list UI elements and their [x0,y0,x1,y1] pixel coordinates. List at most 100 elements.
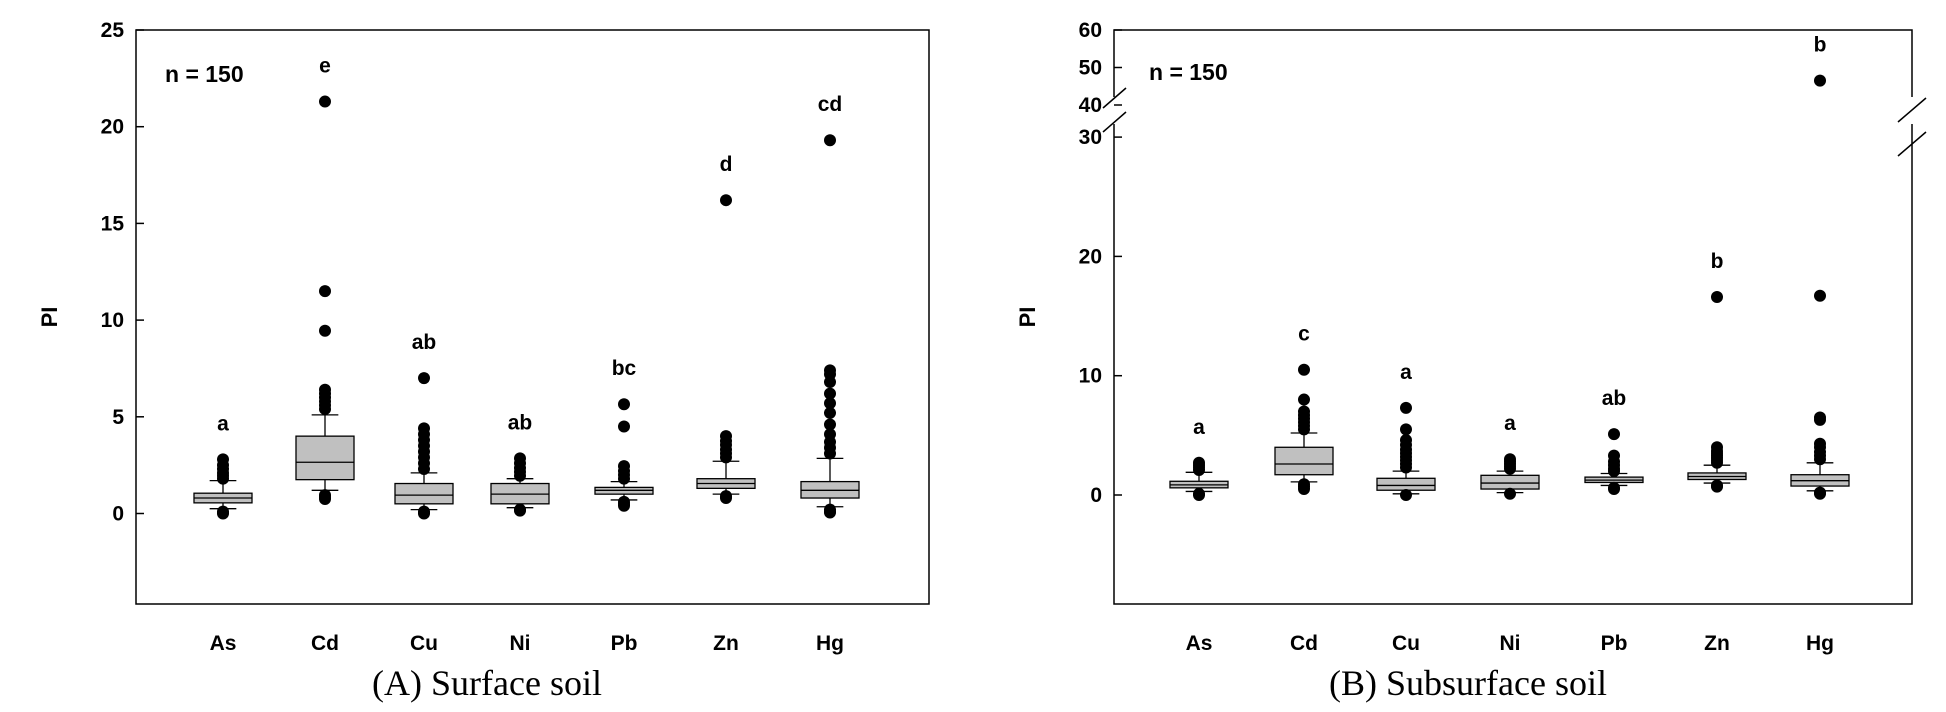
outlier-point [618,460,630,473]
panel-a-caption: (A) Surface soil [372,663,602,703]
panel-b-plot-frame [1113,29,1913,605]
panel-a-x-tick-label: Zn [713,632,739,655]
outlier-point [1400,401,1412,414]
outlier-point [418,372,430,385]
panel-b-y-tick-label: 40 [1079,94,1102,117]
panel-b-left-break-mark-upper [1102,87,1127,109]
outlier-point [1298,363,1310,376]
outlier-point [824,134,836,147]
significance-letter: b [1814,34,1827,57]
panel-b-subsurface-soil: n = 150 PI (B) Subsurface soil 0 10 20 30 40… [1015,19,1928,703]
panel-b-box-pb: ab [1584,387,1644,496]
outlier-point [1814,289,1826,302]
panel-a-y-tick-label: 15 [101,212,125,235]
panel-b-x-tick-label: Pb [1601,632,1628,655]
panel-a-box-cu: ab [394,331,454,520]
panel-b-sample-size: n = 150 [1149,59,1228,85]
panel-a-box-pb: bc [594,357,654,512]
outlier-point [514,452,526,465]
panel-b-box-as: a [1169,416,1229,501]
panel-a-box-as: a [193,412,253,520]
panel-a-y-tick-label: 20 [101,116,124,139]
outlier-point [217,453,229,466]
outlier-point [1400,434,1412,447]
panel-b-y-ticks: 0 10 20 30 40 50 60 [1079,19,1122,507]
significance-letter: ab [1602,387,1627,410]
outlier-point [824,406,836,419]
outlier-point [1504,487,1516,500]
outlier-point [618,420,630,433]
panel-a-box-zn: d [696,153,756,505]
panel-a-boxes: a e ab ab bc d cd [193,55,860,520]
outlier-point [824,428,836,441]
significance-letter: e [319,55,331,78]
panel-a-y-tick-label: 25 [101,19,125,42]
panel-b-right-break-mark-lower [1897,131,1927,157]
panel-a-x-tick-label: Hg [816,632,844,655]
panel-b-axis-break [1102,87,1928,157]
panel-a-box-cd: e [295,55,355,505]
significance-letter: a [1504,412,1516,435]
panel-b-y-axis-title: PI [1015,307,1040,328]
box-iqr [295,435,355,481]
outlier-point [1298,478,1310,491]
panel-b-x-tick-label: Cd [1290,632,1318,655]
outlier-point [418,505,430,518]
panel-b-y-tick-label: 0 [1090,484,1102,507]
panel-a-x-tick-label: As [210,632,237,655]
outlier-point [824,387,836,400]
outlier-point [319,285,331,298]
panel-a-plot-frame [135,29,930,605]
panel-b-y-tick-label: 20 [1079,245,1102,268]
significance-letter: d [720,153,733,176]
panel-b-x-tick-label: Cu [1392,632,1420,655]
significance-letter: b [1711,250,1724,273]
significance-letter: ab [412,331,437,354]
significance-letter: a [217,412,229,435]
outlier-point [720,490,732,503]
panel-b-y-tick-label: 60 [1079,19,1102,42]
outlier-point [1400,423,1412,436]
panel-b-x-tick-labels: As Cd Cu Ni Pb Zn Hg [1186,632,1834,655]
panel-a-y-tick-label: 10 [101,309,124,332]
outlier-point [1711,479,1723,492]
panel-a-y-tick-label: 0 [112,503,124,526]
outlier-point [217,505,229,518]
outlier-point [1711,441,1723,454]
panel-a-y-ticks: 0 5 10 15 20 25 [101,19,144,526]
outlier-point [319,489,331,502]
panel-b-box-cu: a [1376,361,1436,501]
panel-b-boxes: a c a a ab b b [1169,34,1850,501]
panel-b-box-hg: b [1790,34,1850,500]
outlier-point [319,383,331,396]
panel-b-x-tick-label: Hg [1806,632,1834,655]
panel-a-x-tick-label: Pb [611,632,638,655]
panel-b-x-tick-label: Zn [1704,632,1730,655]
outlier-point [319,324,331,337]
panel-a-x-tick-labels: As Cd Cu Ni Pb Zn Hg [210,632,844,655]
outlier-point [1814,411,1826,424]
box-iqr [1274,446,1334,476]
outlier-point [1400,489,1412,501]
panel-b-y-tick-label: 10 [1079,365,1102,388]
panel-a-x-tick-label: Ni [510,632,531,655]
panel-b-caption: (B) Subsurface soil [1329,663,1607,703]
outlier-point [824,364,836,377]
significance-letter: c [1298,323,1310,346]
outlier-point [1193,487,1205,500]
outlier-point [1298,405,1310,418]
outlier-point [1608,428,1620,441]
outlier-point [824,503,836,516]
panel-b-box-ni: a [1480,412,1540,500]
outlier-point [720,430,732,443]
panel-a-y-axis-title: PI [37,307,62,328]
significance-letter: a [1400,361,1412,384]
significance-letter: a [1193,416,1205,439]
box-iqr [394,482,454,505]
significance-letter: cd [818,93,843,116]
box-iqr [1480,474,1540,490]
panel-a-x-tick-label: Cu [410,632,438,655]
panel-b-x-tick-label: Ni [1500,632,1521,655]
outlier-point [618,495,630,508]
outlier-point [824,397,836,410]
